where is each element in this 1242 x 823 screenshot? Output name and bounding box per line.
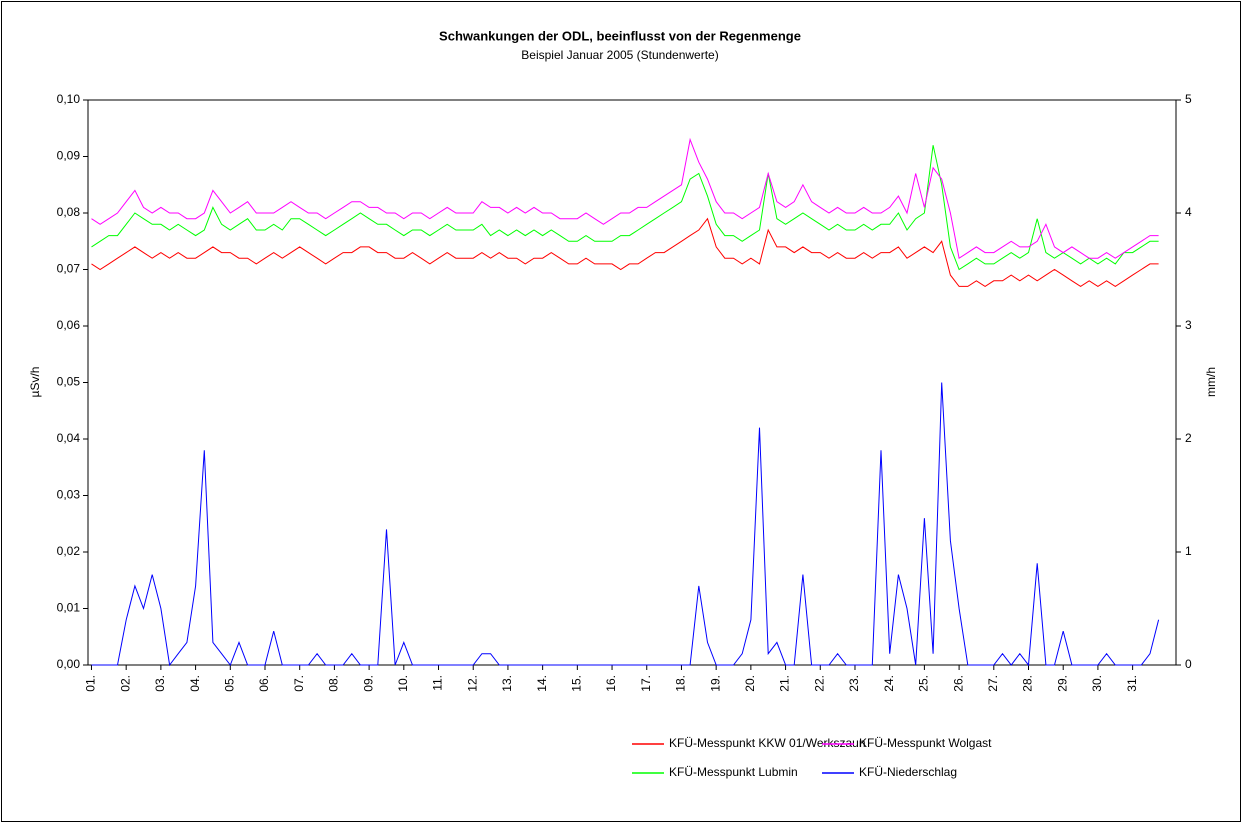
x-tick-label: 09.	[361, 675, 375, 692]
x-tick-label: 12.	[465, 675, 479, 692]
y-tick-label: 0,09	[57, 149, 81, 163]
y-tick-label: 0,05	[57, 375, 81, 389]
x-tick-label: 08.	[327, 675, 341, 692]
y-tick-label: 0,03	[57, 488, 81, 502]
x-tick-label: 18.	[674, 675, 688, 692]
x-tick-label: 22.	[812, 675, 826, 692]
x-tick-label: 31.	[1125, 675, 1139, 692]
x-tick-label: 24.	[882, 675, 896, 692]
x-tick-label: 26.	[951, 675, 965, 692]
x-tick-label: 06.	[257, 675, 271, 692]
x-tick-label: 07.	[292, 675, 306, 692]
x-tick-label: 02.	[118, 675, 132, 692]
y-tick-label: 0,00	[57, 657, 81, 671]
x-tick-label: 14.	[535, 675, 549, 692]
x-tick-label: 27.	[986, 675, 1000, 692]
x-tick-label: 28.	[1021, 675, 1035, 692]
y2-tick-label: 0	[1185, 657, 1192, 671]
x-tick-label: 03.	[153, 675, 167, 692]
series-line	[91, 382, 1160, 667]
x-tick-label: 05.	[222, 675, 236, 692]
y2-tick-label: 1	[1185, 544, 1192, 558]
x-tick-label: 19.	[708, 675, 722, 692]
x-tick-label: 20.	[743, 675, 757, 692]
x-tick-label: 29.	[1055, 675, 1069, 692]
series-line	[91, 217, 1159, 287]
series-line	[91, 137, 1159, 260]
x-tick-label: 17.	[639, 675, 653, 692]
series-line	[91, 145, 1159, 271]
x-tick-label: 04.	[188, 675, 202, 692]
legend-label: KFÜ-Messpunkt KKW 01/Werkszaun	[669, 736, 866, 750]
chart-title: Schwankungen der ODL, beeinflusst von de…	[439, 28, 801, 43]
legend-label: KFÜ-Messpunkt Wolgast	[859, 736, 992, 750]
x-tick-label: 13.	[500, 675, 514, 692]
y-tick-label: 0,01	[57, 601, 81, 615]
y2-tick-label: 2	[1185, 431, 1192, 445]
legend-label: KFÜ-Messpunkt Lubmin	[669, 765, 798, 779]
y2-tick-label: 4	[1185, 205, 1192, 219]
x-tick-label: 21.	[778, 675, 792, 692]
y2-tick-label: 3	[1185, 318, 1192, 332]
y-tick-label: 0,07	[57, 262, 81, 276]
x-tick-label: 25.	[917, 675, 931, 692]
x-tick-label: 10.	[396, 675, 410, 692]
y2-axis-label: mm/h	[1204, 367, 1218, 397]
y-tick-label: 0,10	[57, 92, 81, 106]
x-tick-label: 15.	[570, 675, 584, 692]
legend-label: KFÜ-Niederschlag	[859, 765, 957, 779]
y2-tick-label: 5	[1185, 92, 1192, 106]
chart-subtitle: Beispiel Januar 2005 (Stundenwerte)	[521, 48, 718, 62]
y-tick-label: 0,02	[57, 544, 81, 558]
x-tick-label: 23.	[847, 675, 861, 692]
y-tick-label: 0,04	[57, 431, 81, 445]
y-tick-label: 0,08	[57, 205, 81, 219]
y-axis-label: µSv/h	[28, 367, 42, 398]
y-tick-label: 0,06	[57, 318, 81, 332]
x-tick-label: 01.	[84, 675, 98, 692]
x-tick-label: 16.	[604, 675, 618, 692]
x-tick-label: 11.	[431, 675, 445, 691]
x-tick-label: 30.	[1090, 675, 1104, 692]
